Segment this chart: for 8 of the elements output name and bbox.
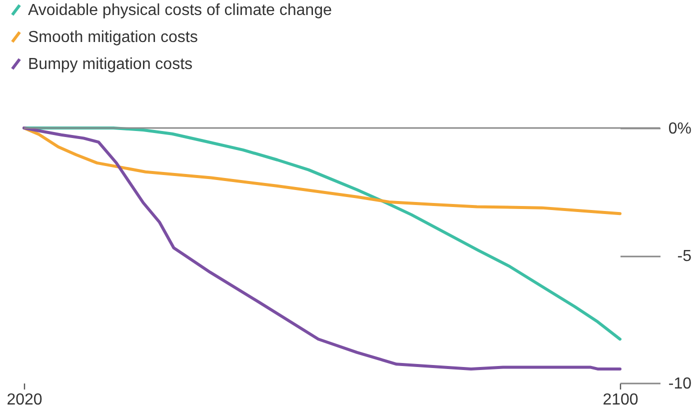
x-tick-label: 2020 — [6, 392, 42, 408]
legend-label: Smooth mitigation costs — [28, 29, 198, 46]
y-tick-label: -10 — [668, 376, 692, 392]
legend-label: Avoidable physical costs of climate change — [28, 2, 332, 19]
y-tick-label: -5 — [677, 248, 692, 265]
legend-label: Bumpy mitigation costs — [28, 56, 193, 73]
y-tick-label: 0% — [668, 120, 692, 138]
x-tick-label: 2100 — [602, 392, 638, 408]
